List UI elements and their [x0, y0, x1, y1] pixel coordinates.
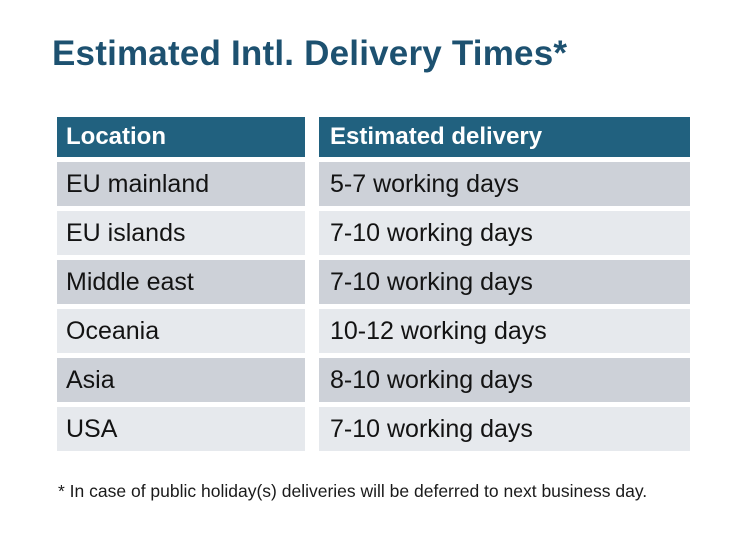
row-usa-delivery: 7-10 working days: [319, 407, 690, 451]
row-asia-delivery: 8-10 working days: [319, 358, 690, 402]
row-middle-east-delivery: 7-10 working days: [319, 260, 690, 304]
row-eu-mainland-location: EU mainland: [57, 162, 305, 206]
row-asia-location: Asia: [57, 358, 305, 402]
row-oceania-location: Oceania: [57, 309, 305, 353]
delivery-times-table: Location Estimated delivery EU mainland …: [57, 117, 690, 451]
column-header-location: Location: [57, 117, 305, 157]
page-title: Estimated Intl. Delivery Times*: [52, 34, 568, 73]
row-eu-islands-location: EU islands: [57, 211, 305, 255]
row-usa-location: USA: [57, 407, 305, 451]
row-eu-islands-delivery: 7-10 working days: [319, 211, 690, 255]
row-middle-east-location: Middle east: [57, 260, 305, 304]
footnote: * In case of public holiday(s) deliverie…: [58, 481, 648, 501]
column-header-estimated-delivery: Estimated delivery: [319, 117, 690, 157]
row-eu-mainland-delivery: 5-7 working days: [319, 162, 690, 206]
row-oceania-delivery: 10-12 working days: [319, 309, 690, 353]
